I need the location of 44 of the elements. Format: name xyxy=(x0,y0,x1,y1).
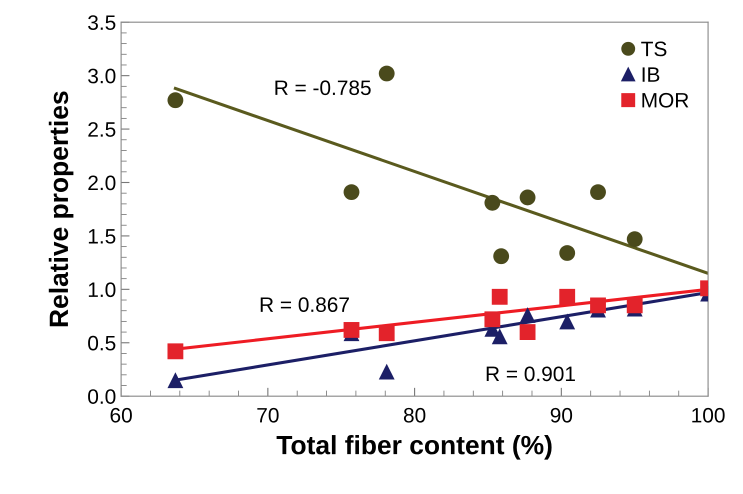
y-axis-title: Relative properties xyxy=(48,91,74,326)
point xyxy=(167,372,184,388)
point xyxy=(520,307,536,323)
annotation: R = 0.867 xyxy=(260,297,349,312)
x-axis-title: Total fiber content (%) xyxy=(276,435,552,460)
point xyxy=(484,311,500,328)
point xyxy=(167,343,184,360)
x-tick-label: 80 xyxy=(404,408,426,423)
point xyxy=(493,248,510,264)
point xyxy=(378,66,395,82)
point xyxy=(559,313,576,330)
x-tick-label: 90 xyxy=(550,408,572,423)
y-tick-label: 2.5 xyxy=(88,122,116,137)
point xyxy=(559,245,576,261)
point xyxy=(626,297,643,314)
y-tick-label: 0.5 xyxy=(88,336,116,351)
x-tick-label: 70 xyxy=(257,408,279,423)
annotation: R = 0.901 xyxy=(486,366,575,382)
point xyxy=(590,184,606,200)
legend-label: MOR xyxy=(642,92,688,108)
point xyxy=(520,190,536,206)
point xyxy=(492,288,508,305)
annotation: R = -0.785 xyxy=(275,80,371,96)
point xyxy=(520,324,536,340)
y-tick-label: 3.5 xyxy=(88,15,116,30)
point xyxy=(484,194,500,211)
y-tick-label: 1.5 xyxy=(88,229,116,244)
legend-label: IB xyxy=(642,67,660,82)
y-tick-label: 2.0 xyxy=(88,176,116,190)
point xyxy=(344,184,360,200)
point xyxy=(167,92,184,108)
point xyxy=(559,288,576,305)
point xyxy=(378,364,395,380)
y-tick-label: 3.0 xyxy=(88,68,116,84)
x-tick-label: 60 xyxy=(110,408,132,423)
y-tick-label: 1.0 xyxy=(88,282,116,298)
y-tick-label: 0.0 xyxy=(88,389,116,404)
point xyxy=(492,328,508,344)
x-tick-label: 100 xyxy=(692,408,725,423)
point xyxy=(344,322,360,338)
point xyxy=(626,231,643,248)
point xyxy=(590,297,606,314)
legend-label: TS xyxy=(641,42,666,56)
point xyxy=(378,325,395,342)
